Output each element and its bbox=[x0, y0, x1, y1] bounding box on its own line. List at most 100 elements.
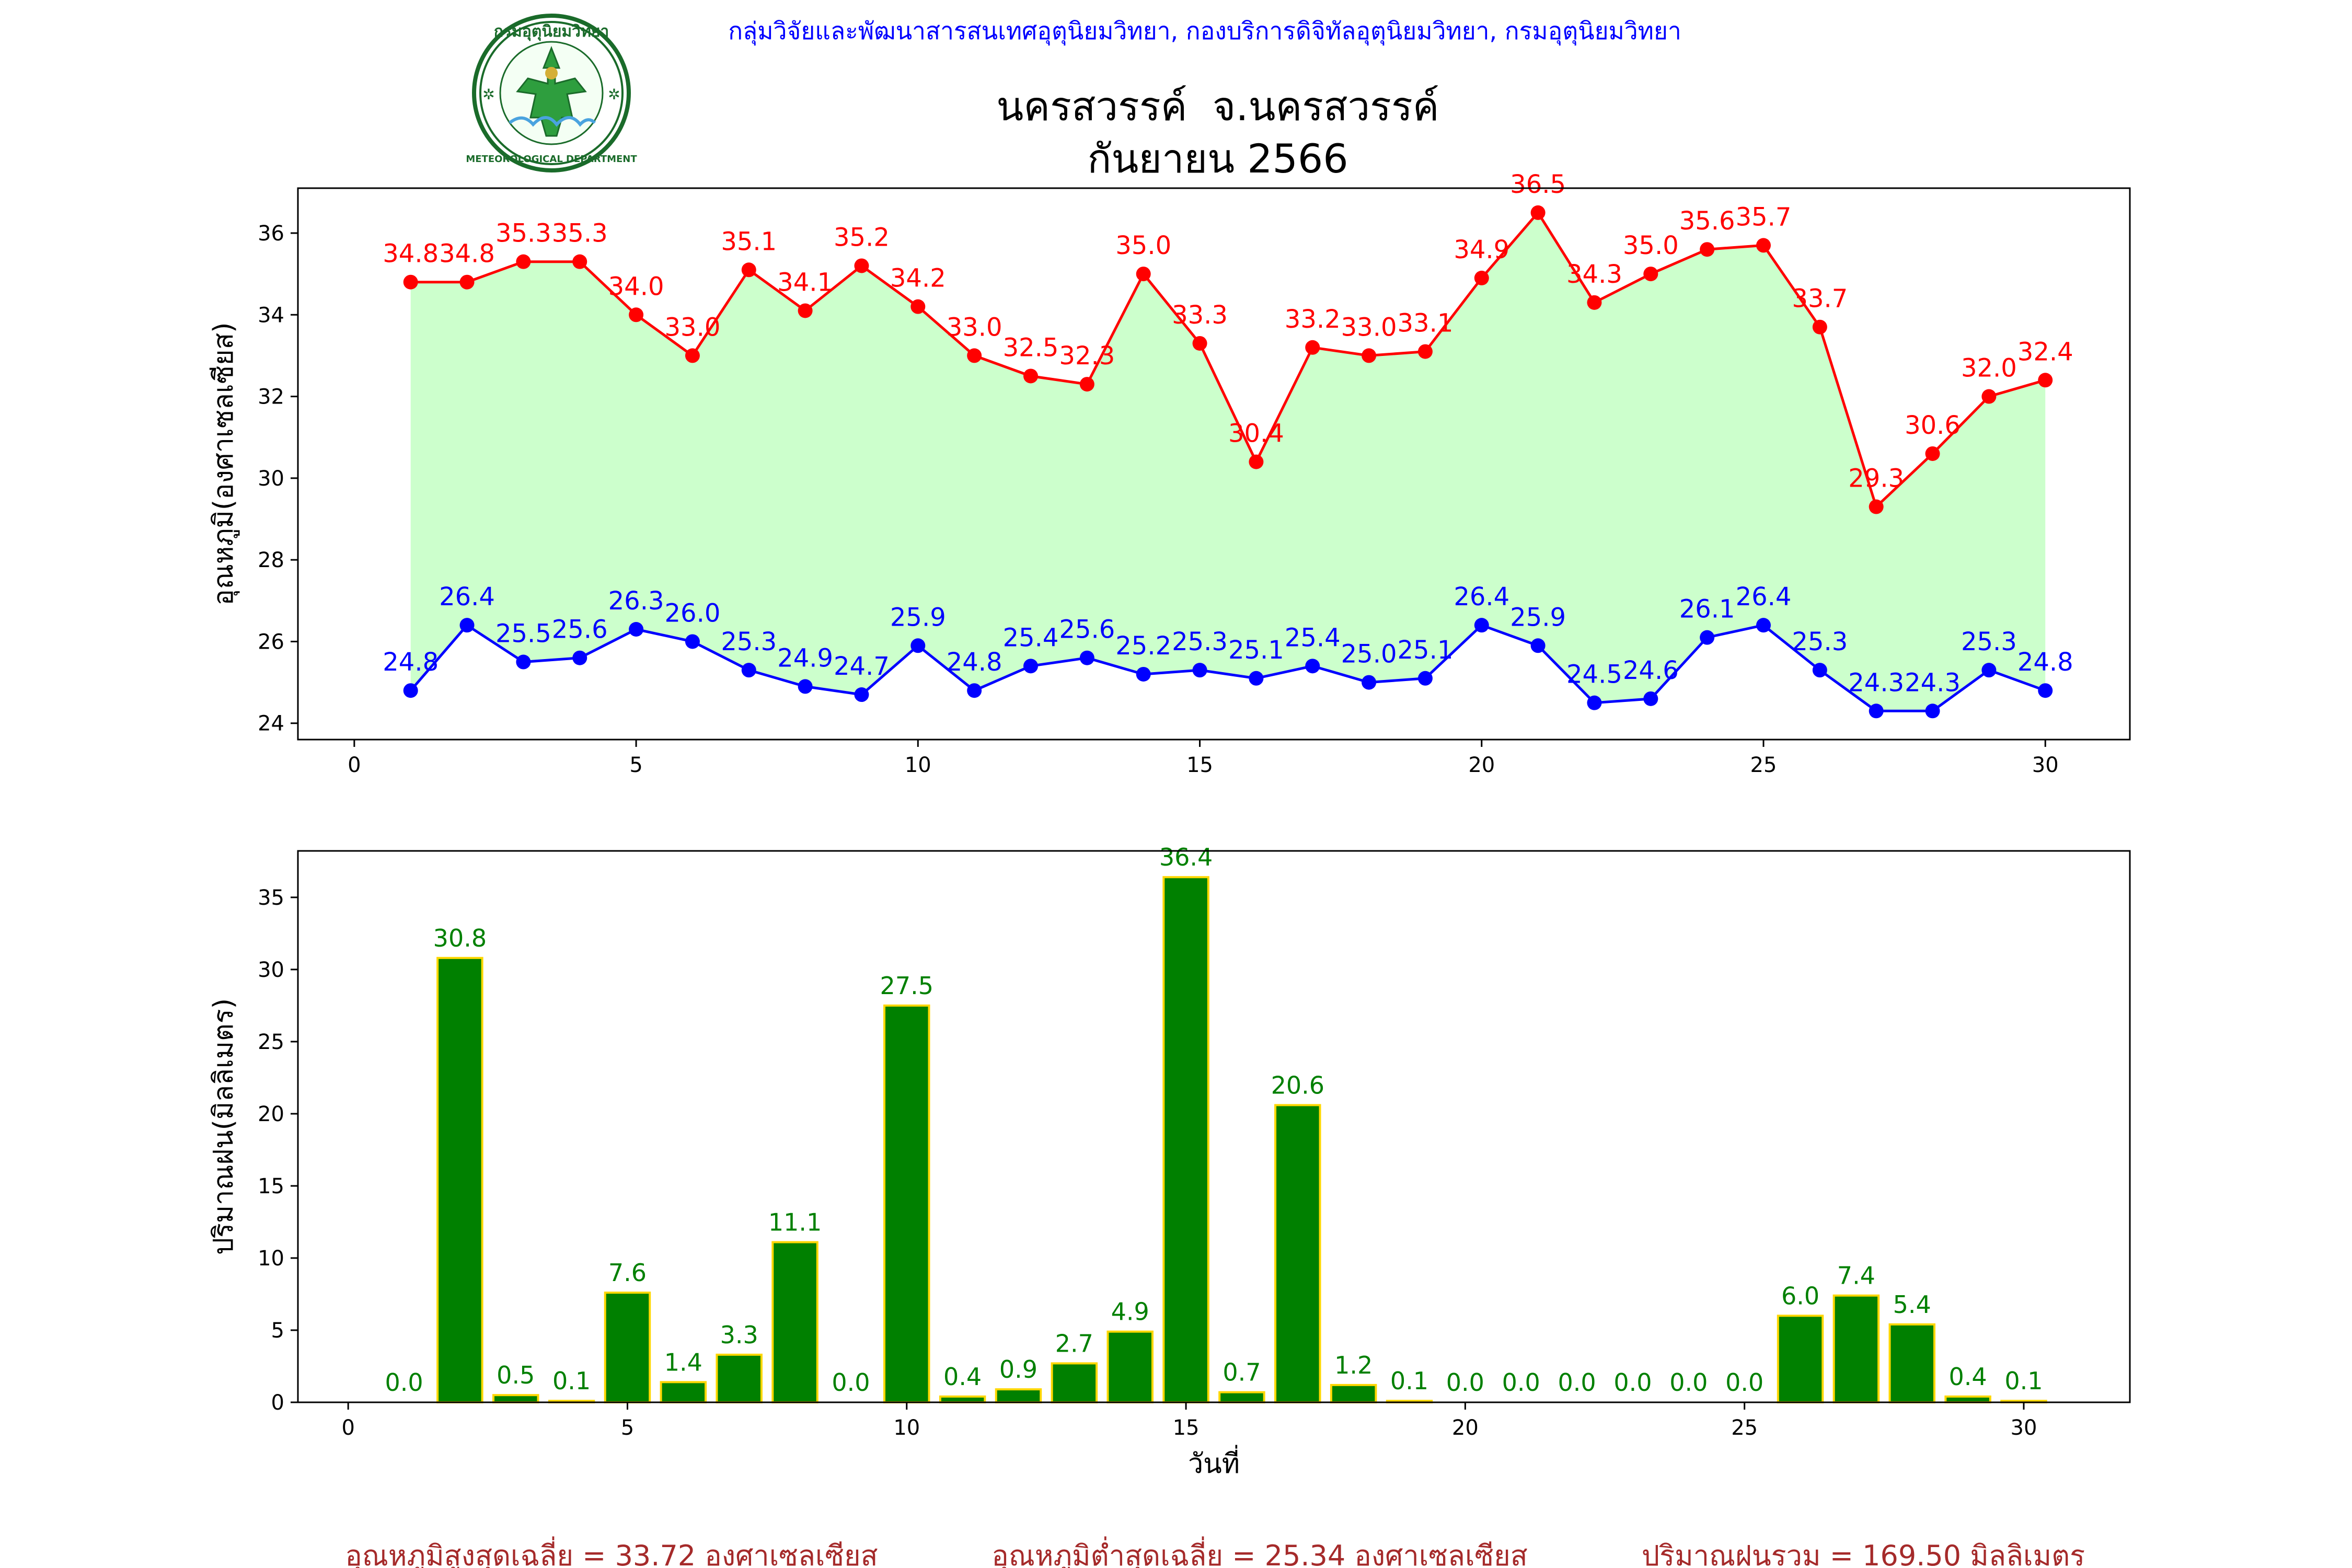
temperature-x-tick-label: 5 bbox=[629, 753, 642, 777]
rainfall-x-tick-label: 10 bbox=[893, 1416, 920, 1440]
max-temperature-label: 33.7 bbox=[1792, 284, 1848, 314]
min-temperature-label: 25.5 bbox=[495, 619, 551, 649]
min-temperature-label: 25.1 bbox=[1397, 636, 1453, 665]
min-temperature-label: 25.3 bbox=[1172, 627, 1228, 656]
min-temperature-point bbox=[2038, 683, 2053, 698]
rainfall-bar bbox=[492, 1394, 539, 1403]
min-temperature-point bbox=[1079, 650, 1094, 665]
max-temperature-point bbox=[967, 348, 982, 363]
max-temperature-point bbox=[1079, 377, 1094, 392]
rainfall-bar-label: 1.2 bbox=[1334, 1351, 1373, 1379]
max-temperature-label: 30.4 bbox=[1228, 419, 1284, 448]
rainfall-bar bbox=[995, 1388, 1042, 1403]
rainfall-bar-label: 27.5 bbox=[880, 972, 933, 1000]
max-temperature-line bbox=[410, 210, 2046, 510]
min-temperature-label: 26.1 bbox=[1679, 595, 1735, 624]
max-temperature-point bbox=[854, 258, 869, 273]
max-temperature-point bbox=[1192, 336, 1207, 351]
rainfall-bar-label: 0.5 bbox=[497, 1361, 535, 1389]
temperature-y-tick-label: 30 bbox=[258, 467, 284, 491]
rainfall-bar-label: 1.4 bbox=[664, 1348, 702, 1376]
temperature-y-tick-label: 24 bbox=[258, 712, 284, 736]
logo-text-top: กรมอุตุนิยมวิทยา bbox=[494, 22, 609, 41]
min-temperature-label: 26.3 bbox=[608, 586, 664, 616]
min-temperature-label: 24.3 bbox=[1848, 668, 1904, 697]
rainfall-bar-label: 5.4 bbox=[1893, 1290, 1931, 1319]
rainfall-bar-label: 0.0 bbox=[1725, 1368, 1763, 1397]
max-temperature-label: 35.3 bbox=[552, 219, 608, 248]
min-temperature-point bbox=[1530, 638, 1546, 653]
max-temperature-label: 36.5 bbox=[1510, 170, 1566, 199]
min-temperature-label: 25.4 bbox=[1285, 623, 1341, 652]
rainfall-x-tick-label: 25 bbox=[1731, 1416, 1758, 1440]
total-rainfall: ปริมาณฝนรวม = 169.50 มิลลิเมตร bbox=[1642, 1539, 2085, 1568]
rainfall-bar bbox=[883, 1004, 930, 1404]
min-temperature-point bbox=[798, 679, 813, 694]
max-temperature-label: 34.8 bbox=[439, 239, 495, 269]
min-temperature-label: 25.3 bbox=[721, 627, 777, 656]
max-temperature-point bbox=[741, 262, 756, 278]
max-temperature-label: 35.0 bbox=[1115, 231, 1171, 260]
min-temperature-label: 24.8 bbox=[383, 648, 439, 677]
temperature-x-tick-label: 25 bbox=[1750, 753, 1777, 777]
max-temperature-label: 35.7 bbox=[1736, 202, 1792, 232]
max-temperature-label: 32.3 bbox=[1059, 341, 1115, 371]
rainfall-bar bbox=[1162, 876, 1209, 1403]
max-temperature-label: 32.5 bbox=[1003, 333, 1059, 362]
rainfall-y-tick-label: 5 bbox=[271, 1319, 284, 1343]
min-temperature-point bbox=[741, 663, 756, 678]
min-temperature-point bbox=[629, 622, 644, 637]
max-temperature-point bbox=[403, 274, 418, 290]
max-temperature-point bbox=[1136, 267, 1151, 282]
max-temperature-point bbox=[1812, 319, 1827, 335]
average-max-temperature: อุณหภูมิสูงสุดเฉลี่ย = 33.72 องศาเซลเซีย… bbox=[345, 1536, 878, 1568]
rainfall-bar bbox=[1832, 1294, 1880, 1403]
rainfall-bar-label: 0.0 bbox=[1558, 1368, 1596, 1397]
temperature-x-tick-label: 30 bbox=[2032, 753, 2059, 777]
max-temperature-point bbox=[1587, 295, 1602, 310]
max-temperature-point bbox=[1023, 368, 1038, 384]
max-temperature-point bbox=[1925, 446, 1940, 461]
rainfall-bar-label: 7.4 bbox=[1837, 1262, 1875, 1290]
min-temperature-label: 26.4 bbox=[439, 582, 495, 612]
rainfall-bar bbox=[1888, 1323, 1935, 1403]
min-temperature-label: 25.4 bbox=[1003, 623, 1059, 652]
max-temperature-label: 34.2 bbox=[890, 264, 946, 293]
rainfall-x-tick-label: 5 bbox=[621, 1416, 634, 1440]
min-temperature-point bbox=[572, 650, 587, 665]
logo-text-bottom: METEOROLOGICAL DEPARTMENT bbox=[466, 154, 637, 165]
max-temperature-point bbox=[459, 274, 475, 290]
max-temperature-label: 34.3 bbox=[1566, 260, 1622, 289]
max-temperature-label: 33.0 bbox=[1341, 313, 1397, 342]
rainfall-bar-label: 0.0 bbox=[1669, 1368, 1708, 1397]
min-temperature-label: 26.0 bbox=[664, 598, 720, 628]
rainfall-bar bbox=[939, 1395, 986, 1404]
rainfall-bar-label: 3.3 bbox=[720, 1321, 758, 1349]
rainfall-x-tick-label: 30 bbox=[2011, 1416, 2037, 1440]
max-temperature-point bbox=[798, 303, 813, 318]
rainfall-x-tick-label: 20 bbox=[1452, 1416, 1479, 1440]
temperature-x-tick-label: 15 bbox=[1186, 753, 1213, 777]
max-temperature-point bbox=[1643, 267, 1658, 282]
rainfall-bar-label: 2.7 bbox=[1055, 1329, 1093, 1357]
rainfall-bar-label: 20.6 bbox=[1271, 1071, 1324, 1099]
rainfall-y-tick-label: 20 bbox=[258, 1102, 284, 1126]
min-temperature-point bbox=[1925, 704, 1940, 719]
min-temperature-point bbox=[1756, 618, 1771, 633]
min-temperature-point bbox=[1700, 630, 1715, 645]
max-temperature-label: 35.3 bbox=[495, 219, 551, 248]
min-temperature-point bbox=[967, 683, 982, 698]
min-temperature-label: 25.2 bbox=[1115, 631, 1171, 661]
rainfall-bar-label: 0.0 bbox=[1613, 1368, 1652, 1397]
max-temperature-label: 34.1 bbox=[777, 268, 833, 297]
min-temperature-label: 25.9 bbox=[890, 603, 946, 632]
rainfall-x-tick-label: 15 bbox=[1173, 1416, 1200, 1440]
max-temperature-point bbox=[1417, 344, 1433, 359]
rainfall-axes-frame bbox=[297, 850, 2131, 1403]
min-temperature-point bbox=[1023, 659, 1038, 674]
logo-star-left-icon: ✲ bbox=[482, 86, 494, 103]
min-temperature-label: 24.5 bbox=[1566, 660, 1622, 689]
rainfall-bar-label: 0.4 bbox=[943, 1363, 982, 1391]
max-temperature-point bbox=[572, 254, 587, 269]
rainfall-bar-label: 11.1 bbox=[768, 1208, 822, 1237]
